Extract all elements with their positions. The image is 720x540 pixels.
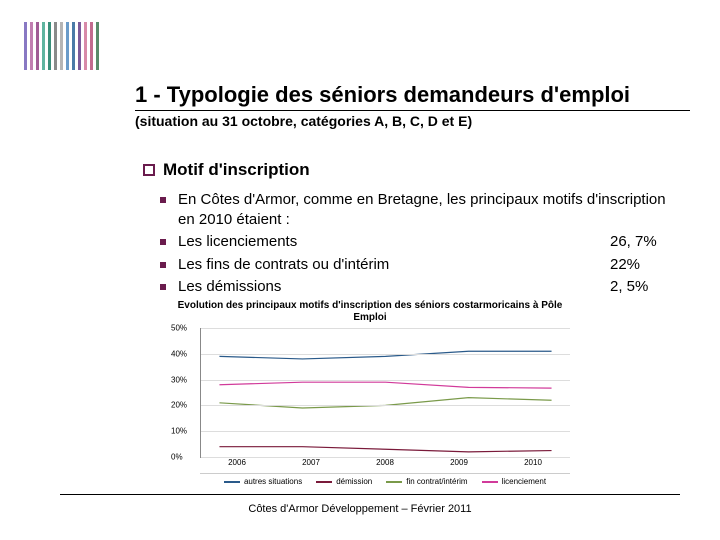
bullet-icon — [160, 197, 166, 203]
bullet-icon — [160, 284, 166, 290]
bullet-list: En Côtes d'Armor, comme en Bretagne, les… — [160, 190, 680, 300]
item-value: 2, 5% — [610, 277, 680, 297]
chart-plot: 0%10%20%30%40%50% — [200, 328, 570, 458]
list-item: En Côtes d'Armor, comme en Bretagne, les… — [160, 190, 680, 229]
chart-legend: autres situationsdémissionfin contrat/in… — [200, 473, 570, 486]
page-title: 1 - Typologie des séniors demandeurs d'e… — [135, 82, 690, 111]
item-label: Les démissions — [178, 277, 598, 297]
section-heading: Motif d'inscription — [163, 160, 310, 180]
chart-title: Evolution des principaux motifs d'inscri… — [170, 300, 570, 324]
footer-text: Côtes d'Armor Développement – Février 20… — [0, 503, 720, 515]
chart-series — [201, 328, 570, 457]
decorative-stripes — [24, 22, 99, 70]
intro-text: En Côtes d'Armor, comme en Bretagne, les… — [178, 190, 680, 229]
list-item: Les démissions 2, 5% — [160, 277, 680, 297]
list-item: Les fins de contrats ou d'intérim 22% — [160, 255, 680, 275]
chart: Evolution des principaux motifs d'inscri… — [170, 300, 570, 486]
title-block: 1 - Typologie des séniors demandeurs d'e… — [135, 82, 690, 129]
bullet-icon — [160, 239, 166, 245]
footer-divider — [60, 494, 680, 495]
list-item: Les licenciements 26, 7% — [160, 232, 680, 252]
item-label: Les fins de contrats ou d'intérim — [178, 255, 598, 275]
checkbox-icon — [143, 164, 155, 176]
bullet-icon — [160, 262, 166, 268]
item-value: 26, 7% — [610, 232, 680, 252]
item-value: 22% — [610, 255, 680, 275]
section-row: Motif d'inscription — [143, 160, 310, 180]
page-subtitle: (situation au 31 octobre, catégories A, … — [135, 113, 690, 129]
chart-xlabels: 20062007200820092010 — [200, 458, 570, 467]
item-label: Les licenciements — [178, 232, 598, 252]
